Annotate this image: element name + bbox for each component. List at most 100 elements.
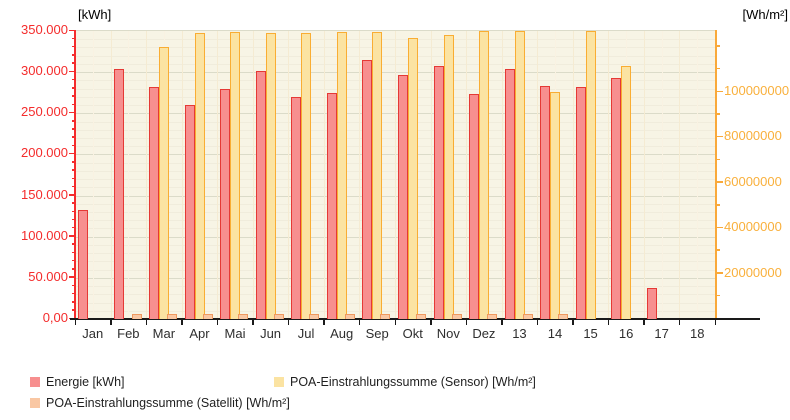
- x-axis-tick: [572, 320, 574, 325]
- bar-poa-satellit-14[interactable]: [558, 314, 569, 319]
- right-axis-tick-label: 60000000: [724, 173, 782, 189]
- right-axis-tick: [716, 135, 723, 138]
- bar-poa-sensor-nov[interactable]: [443, 35, 454, 319]
- bar-energie-okt[interactable]: [398, 75, 408, 319]
- x-axis-tick: [74, 320, 76, 325]
- left-axis-tick: [69, 152, 75, 155]
- column-gridline: [146, 31, 148, 319]
- x-axis-label-okt: Okt: [402, 326, 423, 341]
- x-axis-label-16: 16: [618, 326, 634, 341]
- bar-energie-jul[interactable]: [291, 96, 302, 319]
- bar-poa-satellit-mai[interactable]: [238, 314, 249, 319]
- x-axis-tick: [287, 320, 290, 325]
- left-axis-tick: [72, 218, 75, 221]
- bar-energie-14[interactable]: [540, 86, 551, 319]
- bar-energie-mar[interactable]: [149, 86, 160, 319]
- left-axis-tick: [72, 309, 75, 311]
- left-axis-tick: [72, 210, 75, 213]
- bar-energie-jun[interactable]: [255, 71, 266, 319]
- bar-poa-sensor-16[interactable]: [621, 65, 632, 319]
- bar-poa-satellit-13[interactable]: [522, 314, 533, 319]
- right-axis-tick: [716, 113, 720, 115]
- bar-poa-sensor-15[interactable]: [585, 31, 596, 319]
- column-gridline-half: [128, 31, 130, 319]
- left-axis-tick-label: 250.000: [21, 104, 68, 120]
- right-axis-title-whm2: [Wh/m²]: [742, 7, 789, 22]
- bar-energie-mai[interactable]: [220, 89, 231, 319]
- left-axis-line: [74, 30, 76, 318]
- bar-poa-sensor-14[interactable]: [550, 92, 561, 319]
- bar-poa-satellit-sep[interactable]: [380, 314, 391, 319]
- bar-poa-sensor-okt[interactable]: [408, 37, 418, 319]
- bar-poa-satellit-aug[interactable]: [344, 314, 355, 319]
- x-axis-label-18: 18: [689, 326, 705, 341]
- x-axis-label-14: 14: [547, 326, 563, 341]
- bar-energie-sep[interactable]: [362, 59, 373, 319]
- bar-energie-15[interactable]: [575, 86, 586, 319]
- bar-energie-feb[interactable]: [113, 68, 124, 319]
- x-axis-tick: [643, 320, 645, 325]
- left-axis-tick: [69, 235, 75, 237]
- column-gridline: [288, 31, 290, 319]
- bar-poa-satellit-okt[interactable]: [416, 314, 426, 319]
- left-axis-tick: [72, 169, 75, 171]
- x-axis-tick: [252, 320, 254, 325]
- left-axis-tick: [72, 37, 75, 40]
- legend-label-poa-satellit: POA-Einstrahlungssumme (Satellit) [Wh/m²…: [46, 396, 290, 410]
- bar-energie-17[interactable]: [646, 287, 657, 319]
- bar-energie-apr[interactable]: [184, 105, 195, 319]
- x-axis-label-feb: Feb: [117, 326, 140, 341]
- left-axis-tick-label: 150.000: [21, 186, 68, 202]
- left-axis-tick-label: 50.000: [28, 268, 68, 284]
- left-axis-tick: [72, 161, 75, 163]
- bar-poa-satellit-feb[interactable]: [131, 314, 142, 319]
- left-axis-tick-label: 100.000: [21, 227, 68, 243]
- bar-energie-16[interactable]: [611, 77, 622, 319]
- legend-item-poa-satellit[interactable]: POA-Einstrahlungssumme (Satellit) [Wh/m²…: [30, 397, 290, 411]
- x-axis-label-mar: Mar: [152, 326, 176, 341]
- bar-poa-sensor-jun[interactable]: [265, 33, 276, 319]
- left-axis-tick: [72, 62, 75, 64]
- left-axis-tick: [72, 251, 75, 254]
- x-axis-tick: [678, 320, 681, 325]
- right-axis-tick: [716, 181, 723, 183]
- bar-poa-sensor-13[interactable]: [514, 31, 525, 319]
- legend: Energie [kWh] POA-Einstrahlungssumme (Sa…: [0, 368, 790, 418]
- right-axis-tick-label: 20000000: [724, 264, 782, 280]
- bar-poa-sensor-dez[interactable]: [479, 31, 490, 319]
- bar-poa-sensor-jul[interactable]: [301, 33, 312, 319]
- column-gridline: [217, 31, 219, 319]
- left-axis-tick: [72, 177, 75, 180]
- x-axis-label-13: 13: [512, 326, 527, 341]
- bar-poa-satellit-dez[interactable]: [487, 314, 498, 319]
- bar-poa-sensor-aug[interactable]: [336, 31, 347, 319]
- bar-poa-satellit-apr[interactable]: [202, 314, 213, 319]
- right-axis-tick-label: 40000000: [724, 219, 782, 235]
- bar-poa-satellit-mar[interactable]: [167, 314, 178, 319]
- left-axis-tick: [69, 29, 75, 31]
- right-axis-tick: [716, 204, 720, 206]
- bar-poa-satellit-jul[interactable]: [309, 314, 320, 319]
- x-axis-label-17: 17: [654, 326, 669, 341]
- bar-poa-satellit-nov[interactable]: [451, 314, 462, 319]
- bar-energie-aug[interactable]: [326, 92, 337, 319]
- right-axis-line: [715, 30, 717, 319]
- bar-energie-13[interactable]: [504, 68, 515, 319]
- left-axis-tick: [72, 284, 75, 287]
- bar-poa-sensor-apr[interactable]: [194, 33, 205, 319]
- bar-energie-nov[interactable]: [433, 65, 444, 319]
- legend-item-energie[interactable]: Energie [kWh]: [30, 376, 125, 390]
- x-axis-tick: [358, 320, 361, 325]
- bar-poa-sensor-sep[interactable]: [372, 31, 383, 319]
- bar-poa-sensor-mar[interactable]: [159, 46, 170, 319]
- left-axis-tick-label: 300.000: [21, 63, 68, 79]
- bar-poa-satellit-jun[interactable]: [273, 314, 284, 319]
- bar-energie-jan[interactable]: [78, 210, 88, 319]
- x-axis-label-jul: Jul: [297, 326, 315, 341]
- bar-poa-sensor-mai[interactable]: [230, 31, 241, 319]
- x-axis-label-apr: Apr: [189, 326, 210, 341]
- right-axis-tick: [716, 45, 720, 47]
- legend-item-poa-sensor[interactable]: POA-Einstrahlungssumme (Sensor) [Wh/m²]: [274, 376, 536, 390]
- bar-energie-dez[interactable]: [469, 94, 480, 319]
- column-gridline-half: [697, 31, 699, 319]
